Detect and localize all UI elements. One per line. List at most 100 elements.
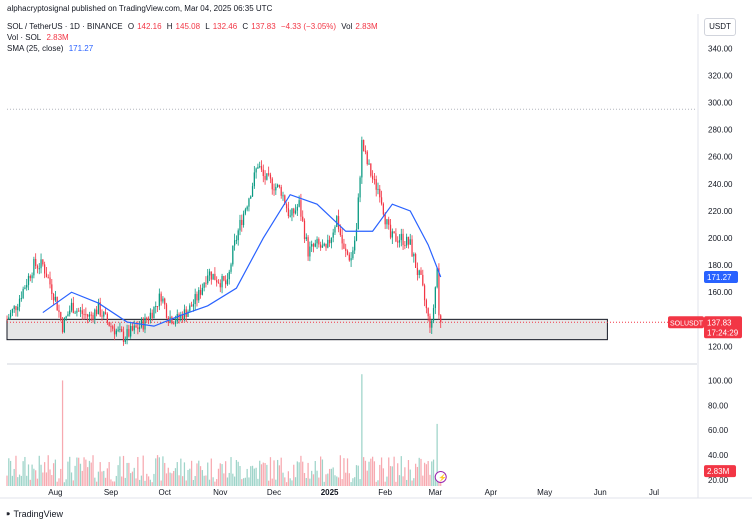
volume-bar <box>207 462 209 486</box>
volume-bar <box>219 463 221 486</box>
candle-body <box>78 310 80 312</box>
volume-bar <box>350 482 352 486</box>
candle-body <box>250 196 252 199</box>
volume-bar <box>45 472 48 486</box>
volume-legend[interactable]: Vol · SOL 2.83M <box>7 33 72 42</box>
candle-body <box>214 273 216 281</box>
volume-bar <box>432 459 435 486</box>
price-tick-label: 240.00 <box>708 180 733 189</box>
volume-bar <box>320 456 322 486</box>
symbol-name[interactable]: SOL / TetherUS · 1D · BINANCE <box>7 22 123 31</box>
candle-body <box>11 309 14 313</box>
candle-body <box>212 273 214 280</box>
candle-body <box>395 233 397 242</box>
candle-body <box>363 139 365 151</box>
volume-bar <box>230 457 232 486</box>
volume-bar <box>190 460 193 486</box>
price-tick-label: 340.00 <box>708 44 733 53</box>
volume-bar <box>416 466 419 486</box>
volume-bar <box>300 455 302 486</box>
candle-body <box>126 328 128 339</box>
candle-body <box>384 214 386 225</box>
candle-body <box>85 314 87 316</box>
sma-price-label: 171.27 <box>707 273 732 282</box>
high-value: 145.08 <box>175 22 201 31</box>
candle-body <box>296 206 298 211</box>
volume-bar <box>56 481 58 486</box>
candle-body <box>438 268 440 316</box>
volume-bar <box>35 470 37 486</box>
volume-bar <box>431 461 433 486</box>
candle-body <box>196 294 198 301</box>
sma-price-label-box <box>704 270 738 283</box>
volume-bar <box>345 472 347 486</box>
volume-bar <box>309 478 311 486</box>
volume-bar <box>94 477 96 486</box>
volume-tick-label: 60.00 <box>708 426 729 435</box>
price-tick-label: 180.00 <box>708 261 733 270</box>
volume-bar <box>155 458 157 486</box>
candle-body <box>354 240 356 251</box>
volume-bar <box>375 481 377 486</box>
volume-bar <box>255 467 257 486</box>
volume-bar <box>44 462 46 486</box>
volume-bar <box>273 460 275 486</box>
sma-indicator-value: 171.27 <box>68 44 94 53</box>
candle-body <box>225 280 227 285</box>
candle-body <box>103 312 105 317</box>
volume-bar <box>103 470 105 486</box>
candle-body <box>300 200 302 217</box>
volume-bar <box>76 457 78 486</box>
volume-bar <box>17 477 19 486</box>
candle-body <box>45 273 48 278</box>
volume-bar <box>95 481 98 486</box>
volume-bar <box>357 465 359 486</box>
volume-bar <box>282 472 284 486</box>
candle-body <box>368 163 370 165</box>
open-value: 142.16 <box>137 22 162 31</box>
candle-body <box>309 246 311 257</box>
candle-body <box>61 319 64 333</box>
candle-body <box>58 310 60 313</box>
candle-body <box>226 279 229 285</box>
volume-bar <box>162 456 164 486</box>
volume-bar <box>27 464 30 486</box>
volume-bar <box>47 455 49 486</box>
volume-bar <box>262 462 264 486</box>
sma-line[interactable] <box>42 193 442 327</box>
volume-bar <box>346 458 349 486</box>
volume-bar <box>420 458 422 486</box>
volume-tick-label: 100.00 <box>708 376 733 385</box>
volume-bar <box>156 455 159 486</box>
volume-bar <box>87 467 89 486</box>
candle-body <box>239 219 241 231</box>
volume-bar <box>244 477 246 486</box>
currency-button[interactable]: USDT <box>704 18 736 36</box>
volume-bar <box>52 463 55 486</box>
sma-legend[interactable]: SMA (25, close) 171.27 <box>7 44 96 53</box>
candle-body <box>22 288 24 299</box>
candle-body <box>414 254 417 268</box>
candle-body <box>418 270 420 275</box>
candle-body <box>101 315 103 317</box>
candle-body <box>420 270 422 275</box>
candle-body <box>174 321 177 324</box>
candle-body <box>108 322 110 327</box>
candle-body <box>151 312 153 318</box>
candle-body <box>36 265 39 269</box>
volume-bar <box>303 472 306 486</box>
candle-body <box>216 280 218 283</box>
candle-body <box>402 233 404 245</box>
volume-bar <box>192 479 195 486</box>
volume-bar <box>268 480 270 486</box>
candle-body <box>235 240 238 242</box>
candle-body <box>336 216 338 227</box>
volume-bar <box>429 474 431 486</box>
event-bolt-icon[interactable] <box>434 471 447 483</box>
candle-body <box>330 237 333 244</box>
volume-bar <box>291 480 293 486</box>
candle-body <box>264 176 266 180</box>
candle-body <box>158 293 160 307</box>
